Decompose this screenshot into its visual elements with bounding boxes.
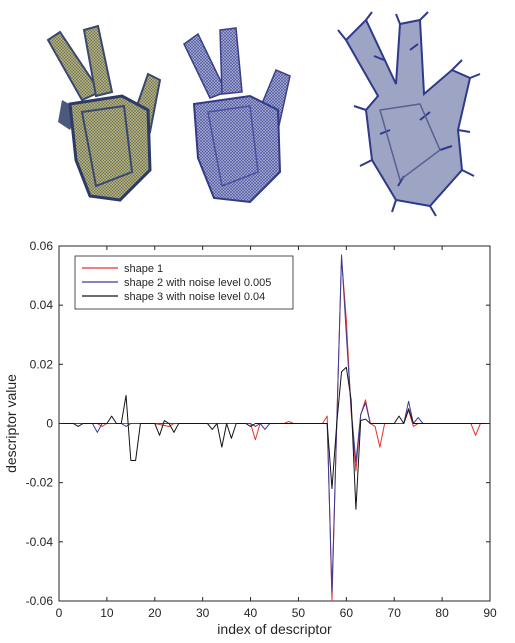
y-tick-label: 0.02 xyxy=(30,357,54,371)
hand-shape-renderings xyxy=(46,11,481,217)
y-tick-label: -0.06 xyxy=(26,594,54,608)
series-layer xyxy=(59,254,490,602)
hand-shape-3 xyxy=(337,11,481,217)
y-tick-label: -0.04 xyxy=(26,535,54,549)
legend-box xyxy=(74,255,294,310)
hand-shape-1 xyxy=(46,24,162,202)
x-axis-label: index of descriptor xyxy=(217,621,332,637)
y-tick-label: -0.02 xyxy=(26,476,54,490)
x-tick-label: 50 xyxy=(292,606,306,620)
legend-entries: shape 1 shape 2 with noise level 0.005 sha… xyxy=(82,263,271,303)
x-tick-label: 0 xyxy=(56,606,63,620)
x-tick-label: 70 xyxy=(388,606,402,620)
x-tick-label: 10 xyxy=(100,606,114,620)
legend-label-3: shape 3 with noise level 0.04 xyxy=(124,291,265,303)
legend-label-2: shape 2 with noise level 0.005 xyxy=(124,277,271,289)
legend: shape 1 shape 2 with noise level 0.005 sha… xyxy=(74,255,294,310)
tick-layer: 0 10 20 30 40 50 60 70 80 90 -0.06 -0.04 -0.02 0 0.02 0… xyxy=(26,239,497,620)
x-tick-label: 20 xyxy=(148,606,162,620)
hand-shape-2 xyxy=(183,27,291,204)
y-axis-label: descriptor value xyxy=(3,374,19,473)
x-tick-label: 30 xyxy=(196,606,210,620)
x-tick-label: 60 xyxy=(340,606,354,620)
descriptor-chart: 0 10 20 30 40 50 60 70 80 90 -0.06 -0.04 -0.02 0 0.02 0… xyxy=(3,239,497,637)
legend-label-1: shape 1 xyxy=(124,263,163,275)
y-tick-label: 0.06 xyxy=(30,239,54,253)
series-line-2 xyxy=(59,254,490,593)
x-tick-label: 80 xyxy=(435,606,449,620)
x-tick-label: 40 xyxy=(244,606,258,620)
y-tick-label: 0 xyxy=(46,417,53,431)
x-tick-label: 90 xyxy=(483,606,497,620)
y-tick-label: 0.04 xyxy=(30,298,54,312)
series-line-3 xyxy=(59,366,490,510)
